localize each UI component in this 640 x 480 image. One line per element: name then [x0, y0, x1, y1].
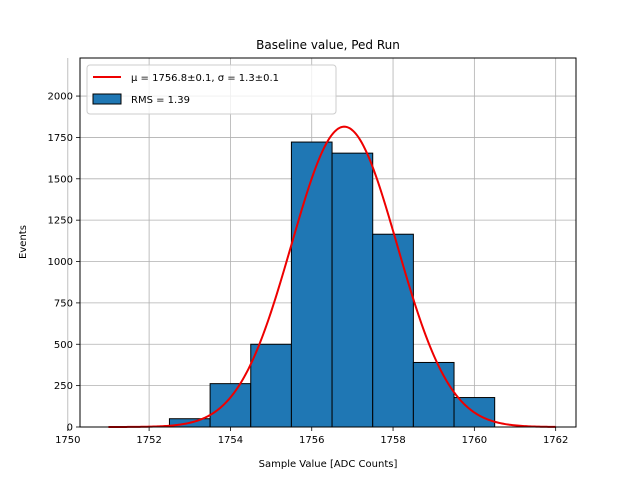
histogram-bar: [250, 343, 292, 428]
y-tick-label: 0: [67, 423, 73, 434]
legend-box: [86, 64, 337, 115]
x-axis-ticks: 1750 1752 1754 1756 1758 1760 1762: [55, 427, 568, 446]
legend-hist-swatch: [92, 93, 122, 105]
x-tick-label: 1754: [218, 435, 243, 446]
legend-fit-label: μ = 1756.8±0.1, σ = 1.3±0.1: [131, 73, 279, 84]
y-axis-ticks: 0 250 500 750 1000 1250 1500 1750 2000: [48, 92, 80, 434]
histogram-bar: [372, 233, 414, 428]
x-tick-label: 1750: [55, 435, 80, 446]
chart-title: Baseline value, Ped Run: [256, 38, 400, 52]
x-tick-label: 1762: [543, 435, 568, 446]
y-tick-label: 1250: [48, 216, 73, 227]
x-tick-label: 1760: [462, 435, 487, 446]
y-tick-label: 750: [54, 298, 73, 309]
legend-hist-label: RMS = 1.39: [131, 95, 190, 106]
fit-curve: [108, 125, 556, 428]
histogram-bar: [331, 152, 374, 428]
y-tick-label: 250: [54, 381, 73, 392]
x-tick-label: 1756: [299, 435, 324, 446]
y-tick-label: 1750: [48, 133, 73, 144]
x-axis-label: Sample Value [ADC Counts]: [259, 459, 398, 470]
y-tick-label: 500: [54, 340, 73, 351]
plot-frame: [79, 57, 577, 428]
x-tick-label: 1752: [136, 435, 161, 446]
gaussian-fit-line: [108, 125, 556, 428]
legend: μ = 1756.8±0.1, σ = 1.3±0.1 RMS = 1.39: [86, 64, 337, 115]
x-tick-label: 1758: [380, 435, 405, 446]
y-tick-label: 1500: [48, 174, 73, 185]
y-axis-label: Events: [18, 225, 29, 259]
histogram-bar: [290, 141, 333, 428]
y-tick-label: 2000: [48, 92, 73, 103]
histogram-bar: [412, 361, 455, 428]
y-tick-label: 1000: [48, 257, 73, 268]
histogram-bar: [209, 383, 252, 428]
